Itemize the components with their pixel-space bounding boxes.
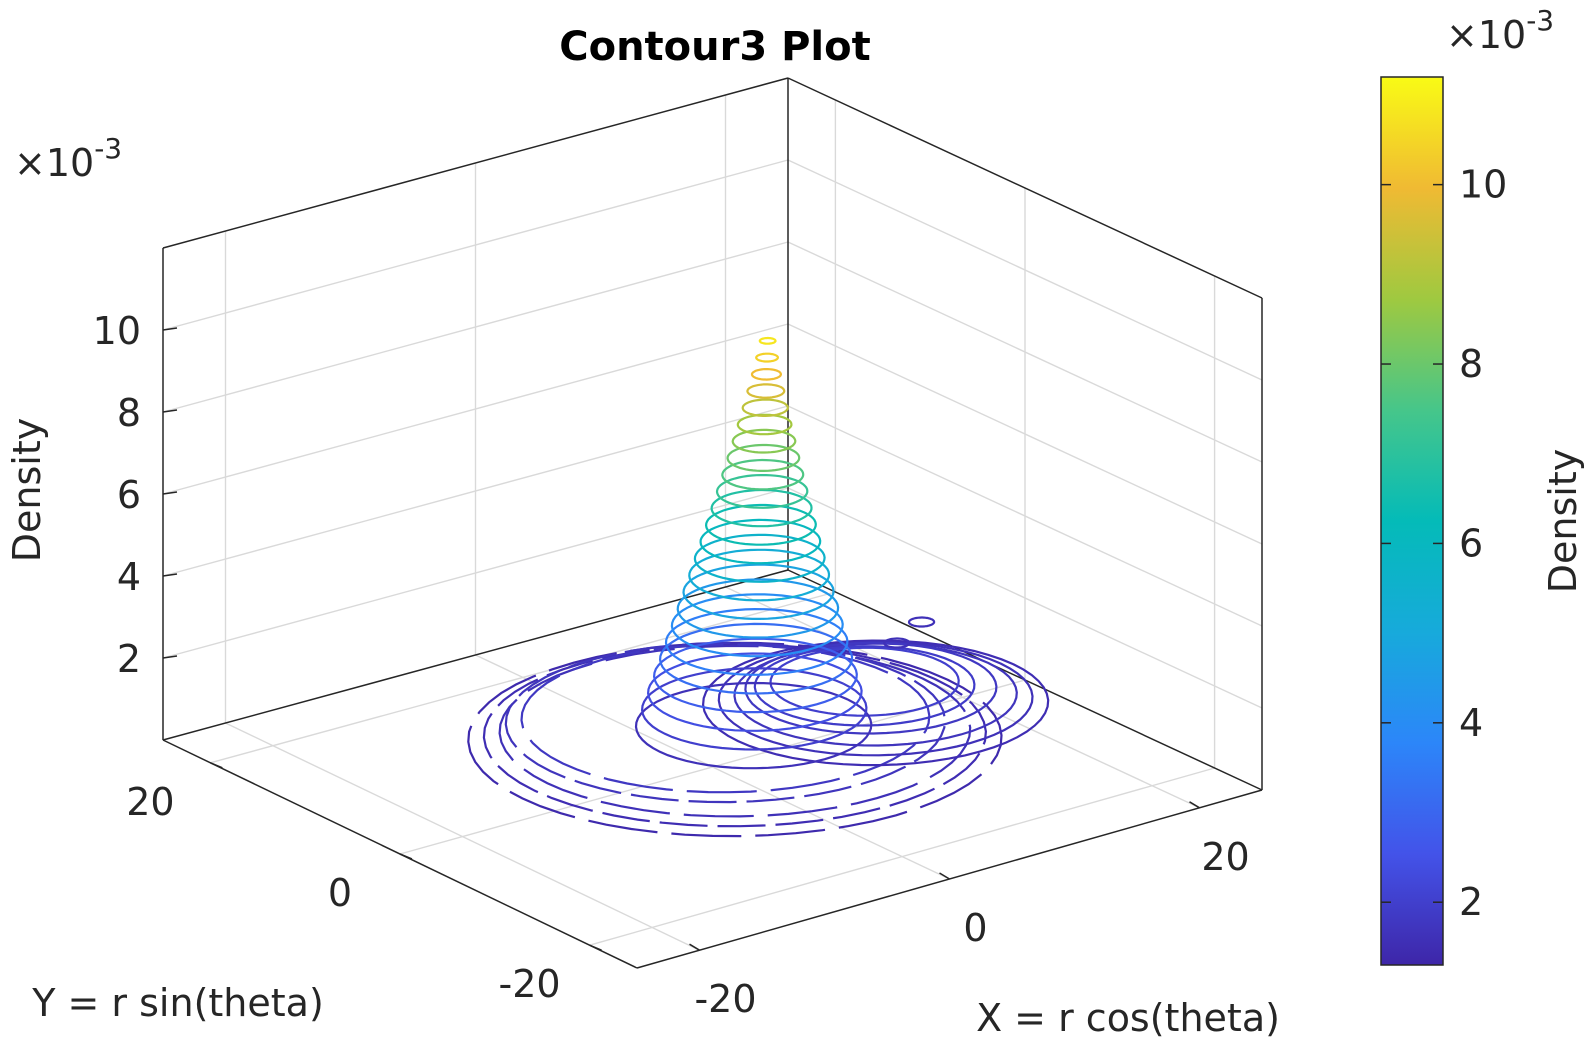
axes-box xyxy=(162,77,1263,969)
x-tick-label: 0 xyxy=(963,906,987,950)
colorbar-tick-label: 10 xyxy=(1459,163,1507,207)
z-axis-label: Density xyxy=(5,418,49,562)
y-tick-label: 20 xyxy=(126,780,174,824)
box-edge xyxy=(162,77,789,249)
wall-grid-z xyxy=(787,159,1263,381)
wall-grid-z xyxy=(787,487,1263,709)
y-tick-label: -20 xyxy=(499,962,561,1006)
colorbar-ticks: 2 4 6 8 10 xyxy=(1381,163,1507,924)
cone-contour-ring xyxy=(682,563,835,621)
cone-contour-ring xyxy=(704,503,817,546)
cone-contour-ring xyxy=(652,637,858,714)
axis-ticks: -20 0 20 -20 0 20 2 4 6 8 10 xyxy=(93,309,1250,1021)
colorbar-exponent: ×10-3 xyxy=(1446,4,1554,57)
y-tick-mark xyxy=(399,853,413,860)
cone-contour-ring xyxy=(688,548,831,602)
box-edge xyxy=(787,77,1263,299)
colorbar-tick-label: 6 xyxy=(1459,521,1483,565)
cone-contour-ring xyxy=(658,622,854,695)
floor-grid-y xyxy=(589,767,1215,946)
z-exponent-power: -3 xyxy=(94,132,122,165)
outer-contour-ring xyxy=(520,643,931,794)
colorbar-tick-label: 2 xyxy=(1459,880,1483,924)
cone-contour-ring xyxy=(699,518,822,565)
inner-contour-ring xyxy=(769,646,960,717)
grid-lines xyxy=(162,95,1263,951)
z-tick-label: 6 xyxy=(117,473,141,517)
cone-contour-ring xyxy=(640,667,868,751)
cone-contour-ring xyxy=(741,398,789,417)
inner-contour-ring xyxy=(701,639,1050,767)
cone-contour-ring xyxy=(736,413,793,436)
z-tick-label: 4 xyxy=(117,555,141,599)
z-tick-mark xyxy=(162,655,178,659)
cone-contour-ring xyxy=(755,352,780,363)
y-tick-label: 0 xyxy=(328,871,352,915)
cone-contour-ring xyxy=(731,428,797,454)
cone-contour-ring xyxy=(634,681,873,770)
z-tick-mark xyxy=(162,573,178,577)
colorbar-exponent-base: ×10 xyxy=(1446,13,1526,57)
z-tick-mark xyxy=(162,491,178,495)
colorbar xyxy=(1380,76,1444,966)
colorbar-exponent-power: -3 xyxy=(1526,4,1554,37)
colorbar-label: Density xyxy=(1541,449,1585,593)
cone-contour-ring xyxy=(715,474,809,509)
cone-contour-ring xyxy=(646,652,863,732)
outer-contour-ring xyxy=(504,641,947,804)
island-contour xyxy=(907,616,936,628)
contour-lines xyxy=(467,336,1050,838)
x-tick-mark xyxy=(689,943,700,951)
wall-grid-z xyxy=(162,323,789,495)
cone-contour-ring xyxy=(746,383,786,399)
x-axis-label: X = r cos(theta) xyxy=(976,996,1280,1040)
wall-grid-z xyxy=(162,405,789,577)
cone-contour-ring xyxy=(664,607,849,676)
wall-grid-z xyxy=(787,323,1263,545)
z-tick-mark xyxy=(162,327,178,331)
cone-contour-ring xyxy=(721,458,805,491)
y-tick-mark xyxy=(589,944,602,951)
y-axis-label: Y = r sin(theta) xyxy=(31,981,324,1025)
floor-grid-y xyxy=(210,591,836,764)
cone-contour-ring xyxy=(670,593,844,658)
x-tick-mark xyxy=(1189,801,1200,809)
z-tick-label: 10 xyxy=(93,309,141,353)
cone-contour-ring xyxy=(676,578,840,639)
y-tick-mark xyxy=(210,762,223,769)
outer-contour-ring xyxy=(498,644,972,818)
colorbar-tick-label: 4 xyxy=(1459,701,1483,745)
wall-grid-z xyxy=(787,405,1263,627)
x-tick-mark xyxy=(939,872,950,880)
island-contour xyxy=(883,637,911,649)
x-tick-label: -20 xyxy=(694,977,756,1021)
x-tick-label: 20 xyxy=(1201,835,1249,879)
z-axis-exponent: ×10-3 xyxy=(14,132,122,185)
z-tick-label: 8 xyxy=(117,391,141,435)
chart-title: Contour3 Plot xyxy=(559,24,871,70)
outer-contour-ring xyxy=(467,641,1003,838)
wall-grid-z xyxy=(162,241,789,413)
cone-contour-ring xyxy=(750,368,783,381)
wall-grid-z xyxy=(162,487,789,659)
cone-contour-ring xyxy=(758,336,777,345)
cone-contour-ring xyxy=(726,443,801,472)
wall-grid-z xyxy=(787,241,1263,463)
z-tick-mark xyxy=(162,409,178,413)
cone-contour-ring xyxy=(693,533,826,583)
inner-contour-ring xyxy=(744,641,998,735)
colorbar-tick-label: 8 xyxy=(1459,342,1483,386)
wall-grid-z xyxy=(162,159,789,331)
z-tick-label: 2 xyxy=(117,637,141,681)
z-exponent-base: ×10 xyxy=(14,141,94,185)
